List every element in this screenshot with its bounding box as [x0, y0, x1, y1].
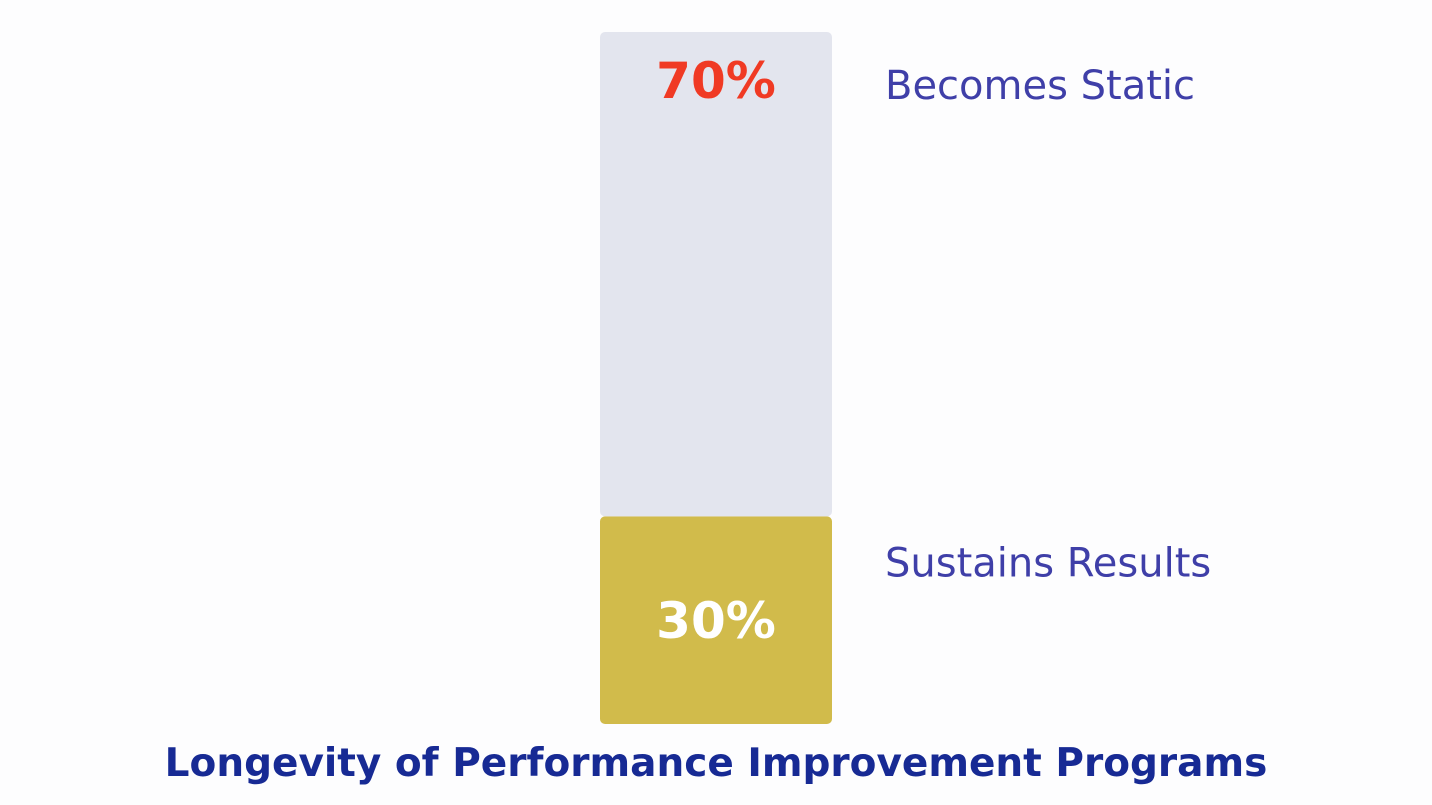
bar-value-label-becomes-static: 70%	[656, 52, 776, 110]
bar-segment-becomes-static	[600, 32, 832, 517]
bar-value-label-sustains-results: 30%	[656, 592, 776, 650]
bar-segment-sustains-results	[600, 516, 832, 724]
chart-title: Longevity of Performance Improvement Pro…	[165, 741, 1268, 786]
bars-layer	[600, 32, 832, 724]
series-label-sustains-results: Sustains Results	[885, 540, 1211, 586]
series-label-becomes-static: Becomes Static	[885, 63, 1195, 109]
labels-layer: 30% Sustains Results 70% Becomes Static	[656, 52, 1211, 650]
